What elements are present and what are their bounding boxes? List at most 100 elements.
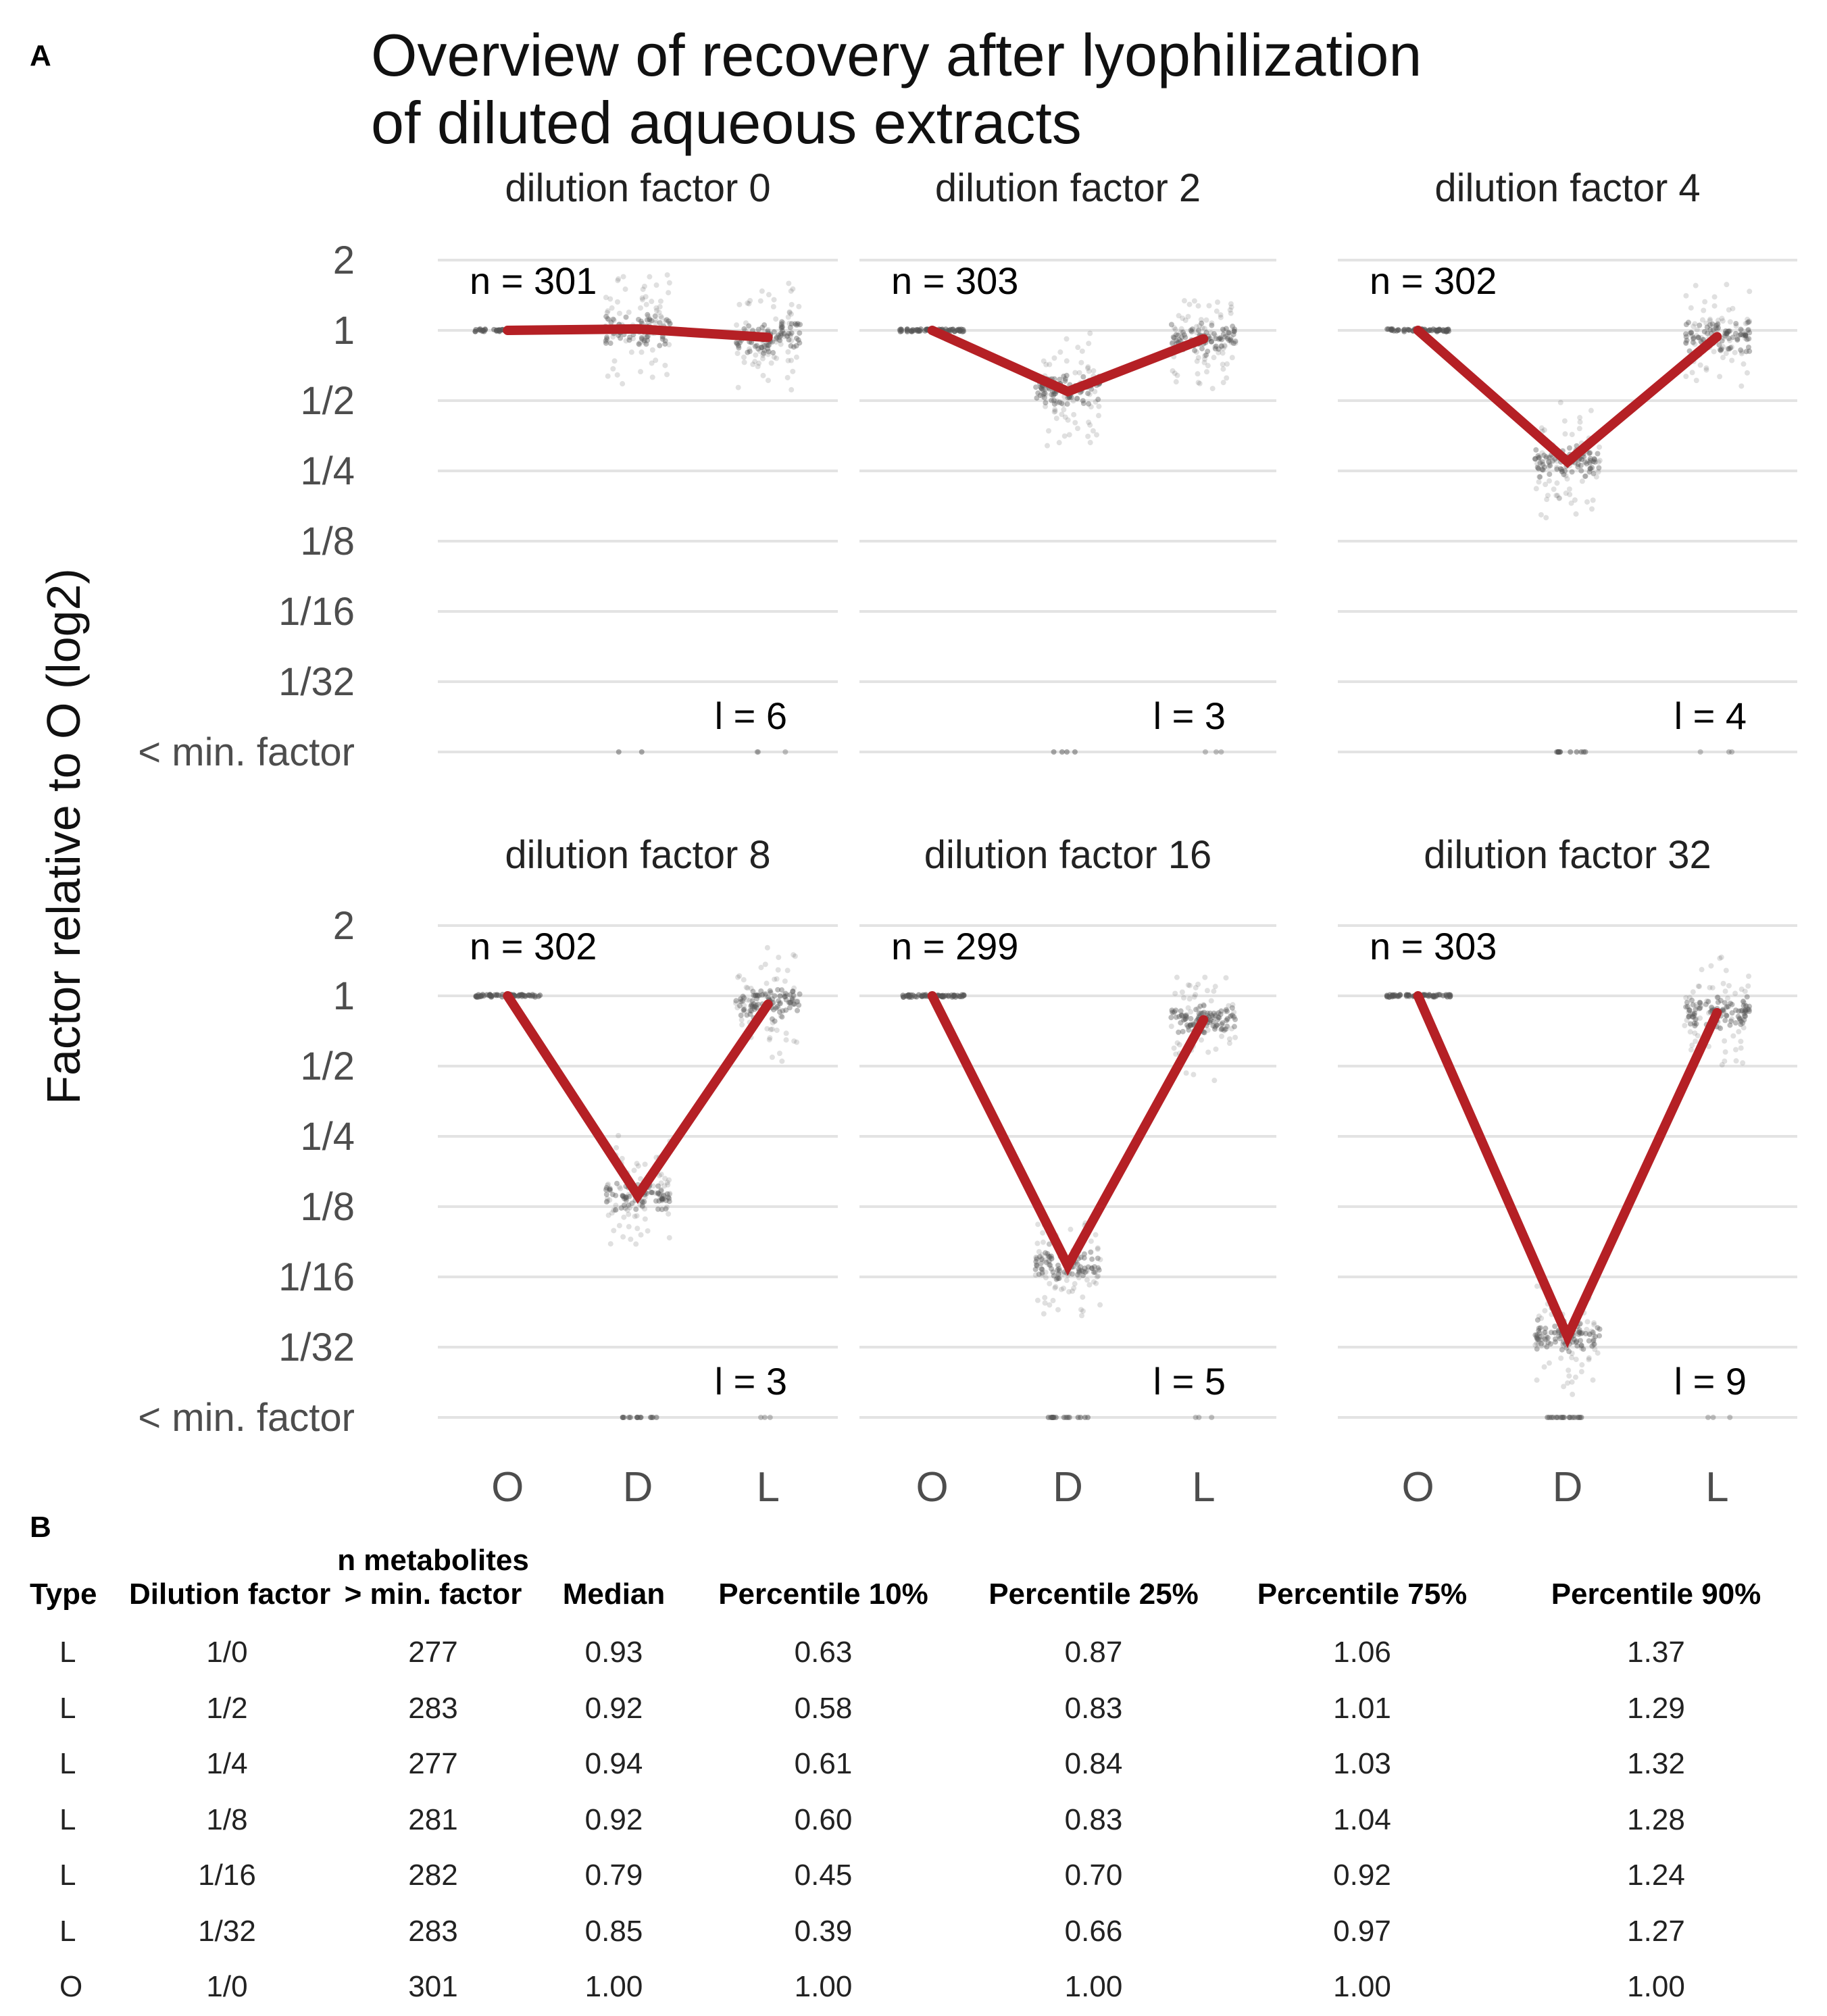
data-point [1691,1020,1697,1026]
data-point [618,335,624,341]
data-point [1597,457,1603,463]
data-point [1076,1266,1082,1272]
data-point [638,1232,644,1238]
data-point [1726,335,1732,341]
data-point [1683,331,1689,337]
data-point [1087,440,1093,446]
data-point [481,993,487,999]
data-point [653,318,659,324]
data-point [664,1191,670,1197]
data-point [753,1002,759,1008]
data-point [1053,415,1059,422]
data-point [759,992,766,998]
data-point [793,322,799,328]
data-point [765,351,771,357]
data-point [1692,341,1698,347]
data-point [1535,1341,1541,1347]
data-point [658,1186,664,1192]
data-point [1544,1344,1550,1350]
y-tick-label: 2 [333,904,355,948]
data-point [780,330,786,336]
data-point [1057,376,1063,382]
data-point [628,349,634,355]
data-point [753,352,759,358]
data-point [1543,1333,1549,1339]
data-point [779,1014,785,1020]
data-point [758,965,764,971]
data-point-min [767,1415,773,1420]
data-point [1693,1002,1699,1008]
data-point [1090,428,1096,434]
data-point [620,1193,626,1199]
data-point [1231,1009,1237,1015]
data-point [605,316,611,322]
data-point [1066,432,1072,438]
data-point [744,1012,750,1018]
data-point [1046,1258,1052,1264]
data-point [1591,1338,1597,1344]
data-point [1591,1341,1597,1347]
data-point [1055,1271,1061,1277]
data-point [1557,465,1563,472]
data-point [644,334,650,340]
data-point [789,321,795,327]
data-point [1536,1334,1543,1340]
data-point-min [1555,1415,1561,1420]
data-point [1213,1022,1220,1028]
data-point [1042,1300,1048,1306]
data-point [649,347,655,353]
data-point [791,344,797,350]
data-point [788,343,794,349]
data-point [1533,447,1539,453]
data-point [1538,1337,1544,1343]
data-point [1070,1288,1076,1294]
data-point [1228,338,1234,344]
data-point [632,1213,638,1219]
cell-p10: 0.45 [794,1859,853,1892]
data-point [1741,999,1747,1005]
data-point [1534,1377,1540,1383]
data-point [1202,356,1208,362]
data-point [790,368,796,374]
data-point [749,1002,755,1008]
data-point [1732,1020,1738,1026]
cell-p25: 0.87 [1064,1636,1123,1669]
data-point [662,341,668,347]
data-point [1172,325,1178,331]
data-point [1590,1377,1596,1383]
data-point [745,300,751,306]
data-point [1727,319,1733,325]
data-point [1447,994,1453,1000]
data-point [797,991,803,997]
data-point [767,988,773,994]
data-point [750,361,756,368]
data-point [747,346,753,352]
data-point [1743,1003,1749,1009]
data-point [1207,1017,1213,1024]
data-point-min [1203,749,1209,755]
data-point [1195,328,1201,334]
data-point [1032,1266,1038,1272]
data-point [914,326,920,332]
data-point [1216,349,1222,355]
data-point-min [1218,749,1224,755]
cell-p25: 0.66 [1064,1914,1123,1948]
data-point [1056,1276,1062,1282]
data-point [1745,344,1751,350]
data-point [1691,1014,1697,1020]
cell-median: 0.94 [584,1747,643,1781]
facet-title: dilution factor 4 [1434,166,1700,210]
data-point [1218,312,1224,318]
y-tick-label: 1/4 [300,1115,355,1159]
data-point [1543,454,1549,460]
data-point [795,322,801,328]
data-point [1213,308,1220,314]
data-point [736,1003,743,1009]
data-point [1210,1023,1216,1029]
data-point [1057,399,1063,405]
data-point [797,340,803,346]
cell-n-metabolites: 277 [408,1747,458,1781]
data-point [1036,1249,1042,1255]
